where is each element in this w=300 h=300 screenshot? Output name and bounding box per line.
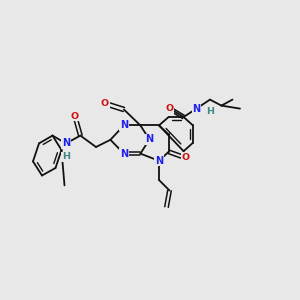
Text: H: H <box>62 152 70 161</box>
Text: N: N <box>62 138 70 148</box>
Text: O: O <box>101 99 109 108</box>
Text: N: N <box>155 156 163 166</box>
Text: O: O <box>165 104 174 113</box>
Text: N: N <box>120 148 128 159</box>
Text: H: H <box>206 107 214 116</box>
Text: O: O <box>181 153 190 162</box>
Text: N: N <box>120 120 128 130</box>
Text: O: O <box>71 112 79 121</box>
Text: N: N <box>145 134 154 145</box>
Text: N: N <box>192 103 201 114</box>
